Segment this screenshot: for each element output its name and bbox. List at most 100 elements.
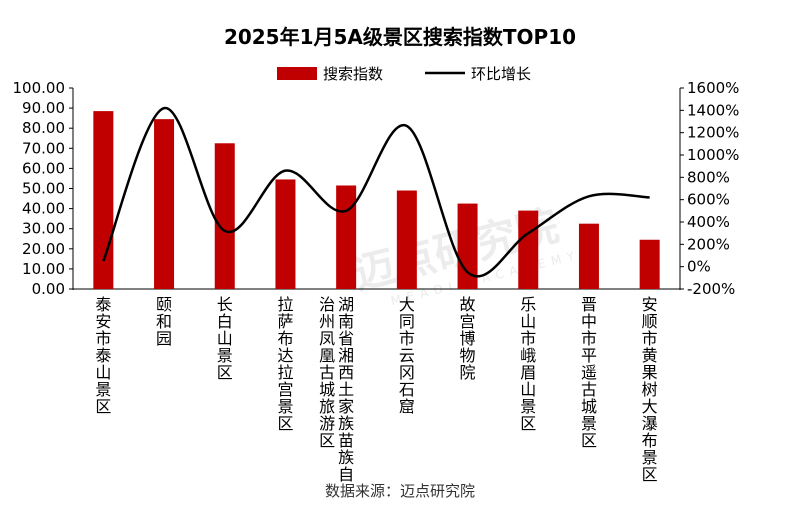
category-char: 湘 [338, 346, 354, 365]
category-char: 眉 [520, 363, 536, 382]
left-tick-label: 30.00 [22, 220, 65, 238]
bar [578, 223, 599, 289]
category-char: 景 [642, 448, 658, 467]
growth-line [102, 106, 650, 278]
category-char: 和 [156, 312, 172, 331]
right-tick-label: 200% [687, 235, 730, 253]
category-char: 晋 [581, 295, 597, 314]
legend-bar-swatch [277, 67, 317, 80]
category-char: 区 [319, 431, 335, 450]
bar [639, 239, 660, 289]
left-tick-label: 90.00 [22, 99, 65, 117]
category-char: 宫 [277, 380, 293, 399]
right-tick-label: 600% [687, 191, 730, 209]
left-tick-label: 10.00 [22, 260, 65, 278]
category-char: 安 [95, 312, 111, 331]
category-char: 市 [642, 329, 658, 348]
category-char: 布 [277, 329, 293, 348]
category-char: 白 [217, 312, 233, 331]
category-char: 长 [217, 295, 233, 314]
category-char: 冈 [399, 363, 415, 382]
category-char: 古 [319, 363, 335, 382]
category-char: 景 [520, 397, 536, 416]
category-char: 大 [399, 295, 415, 314]
source-note: 数据来源：迈点研究院 [325, 482, 475, 500]
right-tick-label: 1200% [687, 124, 739, 142]
category-char: 凰 [319, 346, 335, 365]
category-char: 萨 [277, 312, 293, 331]
category-char: 自 [338, 465, 354, 484]
bar [214, 143, 235, 289]
category-char: 宫 [460, 312, 476, 331]
category-char: 游 [319, 414, 335, 433]
right-tick-label: 1000% [687, 146, 739, 164]
category-char: 族 [338, 414, 354, 433]
category-char: 区 [581, 431, 597, 450]
category-char: 拉 [277, 363, 293, 382]
left-tick-label: 40.00 [22, 200, 65, 218]
category-char: 乐 [520, 295, 536, 314]
category-label: 颐和园 [156, 295, 172, 348]
category-char: 景 [95, 380, 111, 399]
category-char: 区 [520, 414, 536, 433]
category-char: 区 [95, 397, 111, 416]
category-char: 窟 [399, 397, 415, 416]
category-char: 达 [277, 346, 293, 365]
bar [93, 111, 114, 290]
category-char: 故 [460, 295, 476, 314]
category-char: 颐 [156, 295, 172, 314]
left-tick-label: 50.00 [22, 180, 65, 198]
left-tick-label: 80.00 [22, 119, 65, 137]
legend: 搜索指数 环比增长 [277, 65, 531, 83]
category-char: 瀑 [642, 414, 658, 433]
category-char: 景 [581, 414, 597, 433]
category-char: 黄 [642, 346, 658, 365]
category-char: 园 [156, 329, 172, 348]
category-char: 南 [338, 312, 354, 331]
category-char: 苗 [338, 431, 354, 450]
right-tick-label: 800% [687, 168, 730, 186]
category-char: 山 [520, 312, 536, 331]
category-char: 中 [581, 312, 597, 331]
right-tick-labels: -200% 0% 200% 400% 600% 800% 1000% 1200% 1400% 16… [680, 79, 739, 298]
category-char: 山 [520, 380, 536, 399]
left-tick-label: 20.00 [22, 240, 65, 258]
category-char: 博 [460, 329, 476, 348]
category-char: 山 [95, 363, 111, 382]
left-tick-label: 60.00 [22, 159, 65, 177]
category-char: 院 [460, 363, 476, 382]
right-tick-label: -200% [687, 280, 735, 298]
category-char: 树 [642, 380, 658, 399]
category-char: 布 [642, 431, 658, 450]
growth-line-layer [102, 106, 650, 278]
category-char: 峨 [520, 346, 536, 365]
category-char: 景 [217, 346, 233, 365]
left-tick-label: 0.00 [32, 280, 65, 298]
right-tick-label: 400% [687, 213, 730, 231]
category-char: 果 [642, 363, 658, 382]
category-char: 遥 [581, 363, 597, 382]
right-tick-label: 1600% [687, 79, 739, 97]
category-char: 市 [520, 329, 536, 348]
category-char: 湖 [338, 295, 354, 314]
category-char: 族 [338, 448, 354, 467]
category-char: 大 [642, 397, 658, 416]
category-char: 市 [95, 329, 111, 348]
category-char: 拉 [277, 295, 293, 314]
left-tick-labels: 0.00 10.00 20.00 30.00 40.00 50.00 60.00 70.00 8… [13, 79, 73, 298]
category-char: 同 [399, 312, 415, 331]
category-char: 治 [319, 295, 335, 314]
category-char: 区 [217, 363, 233, 382]
chart-title: 2025年1月5A级景区搜索指数TOP10 [224, 25, 576, 49]
category-char: 泰 [95, 295, 111, 314]
right-tick-label: 0% [687, 258, 711, 276]
category-char: 山 [217, 329, 233, 348]
category-char: 市 [581, 329, 597, 348]
left-tick-label: 70.00 [22, 139, 65, 157]
category-char: 城 [581, 397, 597, 416]
